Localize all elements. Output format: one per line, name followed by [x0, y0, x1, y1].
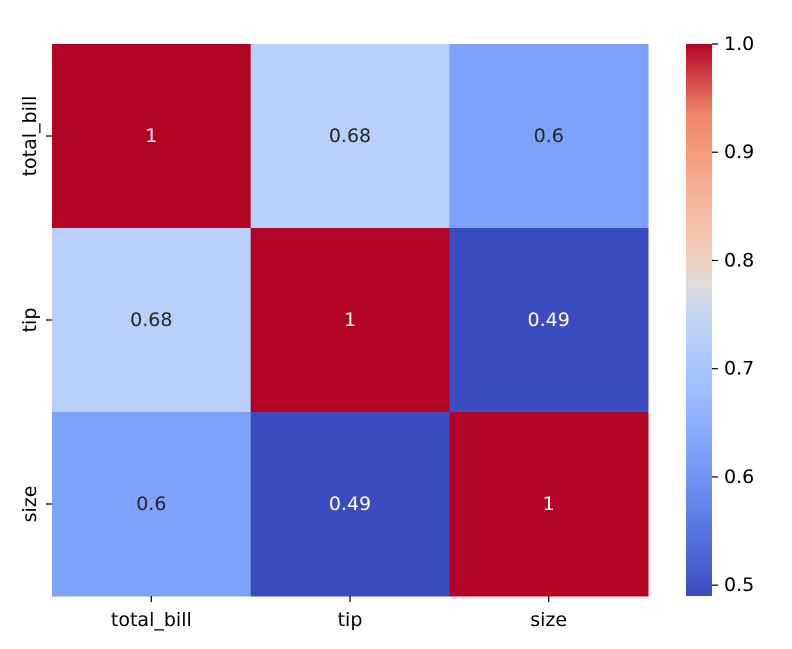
y-tick-label: tip	[19, 308, 41, 333]
x-tick-label: total_bill	[111, 609, 192, 631]
heatmap-cell	[449, 228, 649, 413]
cell-value-label: 0.6	[136, 493, 166, 515]
colorbar-tick-label: 0.7	[724, 358, 754, 380]
y-tick-label: total_bill	[19, 96, 41, 177]
heatmap-grid: 1 0.68 0.6 0.68 1 0.49 0.6 0.49 1	[52, 44, 649, 597]
colorbar: 0.5 0.6 0.7 0.8 0.9 1.0	[686, 33, 754, 596]
heatmap-cell	[52, 228, 252, 413]
heatmap-cell	[250, 412, 450, 597]
x-tick-label: tip	[338, 609, 363, 631]
colorbar-tick-label: 1.0	[724, 33, 754, 55]
cell-value-label: 0.49	[329, 493, 371, 515]
heatmap-cell	[449, 412, 649, 597]
heatmap-cell	[52, 412, 252, 597]
cell-value-label: 1	[344, 309, 356, 331]
heatmap-cell	[52, 44, 252, 229]
cell-value-label: 0.68	[130, 309, 172, 331]
cell-value-label: 1	[543, 493, 555, 515]
cell-value-label: 0.68	[329, 125, 371, 147]
colorbar-tick-label: 0.6	[724, 466, 754, 488]
x-axis: total_bill tip size	[111, 596, 567, 631]
heatmap-cell	[250, 228, 450, 413]
y-tick-label: size	[19, 486, 41, 523]
cell-value-label: 1	[145, 125, 157, 147]
x-tick-label: size	[530, 609, 567, 631]
cell-value-label: 0.49	[528, 309, 570, 331]
colorbar-tick-label: 0.9	[724, 141, 754, 163]
colorbar-gradient	[686, 44, 712, 596]
cell-value-label: 0.6	[534, 125, 564, 147]
heatmap-cell	[449, 44, 649, 229]
colorbar-tick-label: 0.8	[724, 249, 754, 271]
colorbar-tick-label: 0.5	[724, 574, 754, 596]
heatmap-cell	[250, 44, 450, 229]
